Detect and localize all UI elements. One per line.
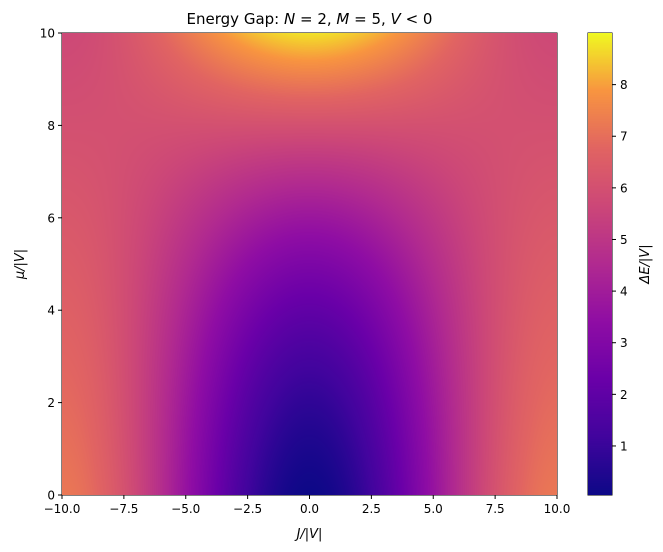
colorbar-tick-label: 4 xyxy=(620,285,628,299)
x-tick-label: 10.0 xyxy=(544,502,571,516)
title-part-6: < 0 xyxy=(401,10,433,28)
colorbar-label: ΔE/|V| xyxy=(638,244,653,284)
colorbar-tick-label: 5 xyxy=(620,233,628,247)
title-part-4: = 5, xyxy=(349,10,390,28)
chart-title: Energy Gap: N = 2, M = 5, V < 0 xyxy=(187,10,433,28)
colorbar-tick-label: 7 xyxy=(620,130,628,144)
x-tick-label: 0.0 xyxy=(300,502,319,516)
y-tick-label: 10 xyxy=(40,27,55,41)
x-tick-label: 7.5 xyxy=(486,502,505,516)
title-part-5: V xyxy=(391,10,403,28)
title-part-1: N xyxy=(284,10,295,28)
y-tick-label: 2 xyxy=(47,396,55,410)
y-tick-label: 0 xyxy=(47,489,55,503)
x-axis-label: J/|V| xyxy=(294,527,323,542)
y-tick-label: 6 xyxy=(47,211,55,225)
title-part-3: M xyxy=(336,10,349,28)
title-part-0: Energy Gap: xyxy=(187,10,284,28)
x-tick-label: −2.5 xyxy=(233,502,262,516)
y-axis-ticks: 0 2 4 6 8 10 xyxy=(40,27,62,503)
y-axis-label: μ/|V| xyxy=(13,249,28,280)
x-tick-label: −5.0 xyxy=(171,502,200,516)
colorbar-tick-label: 6 xyxy=(620,181,628,195)
colorbar-tick-label: 3 xyxy=(620,336,628,350)
x-tick-label: −7.5 xyxy=(109,502,138,516)
y-tick-label: 4 xyxy=(47,304,55,318)
colorbar-tick-label: 2 xyxy=(620,388,628,402)
y-tick-label: 8 xyxy=(47,119,55,133)
heatmap-area xyxy=(62,33,557,495)
x-tick-label: 2.5 xyxy=(362,502,381,516)
colorbar-ticks: 1 2 3 4 5 6 7 8 xyxy=(612,78,628,453)
colorbar xyxy=(588,33,612,495)
colorbar-tick-label: 1 xyxy=(620,439,628,453)
x-tick-label: 5.0 xyxy=(424,502,443,516)
x-tick-label: −10.0 xyxy=(44,502,81,516)
colorbar-tick-label: 8 xyxy=(620,78,628,92)
x-axis-ticks: −10.0 −7.5 −5.0 −2.5 0.0 2.5 5.0 7.5 10.0 xyxy=(44,495,571,516)
title-part-2: = 2, xyxy=(295,10,336,28)
